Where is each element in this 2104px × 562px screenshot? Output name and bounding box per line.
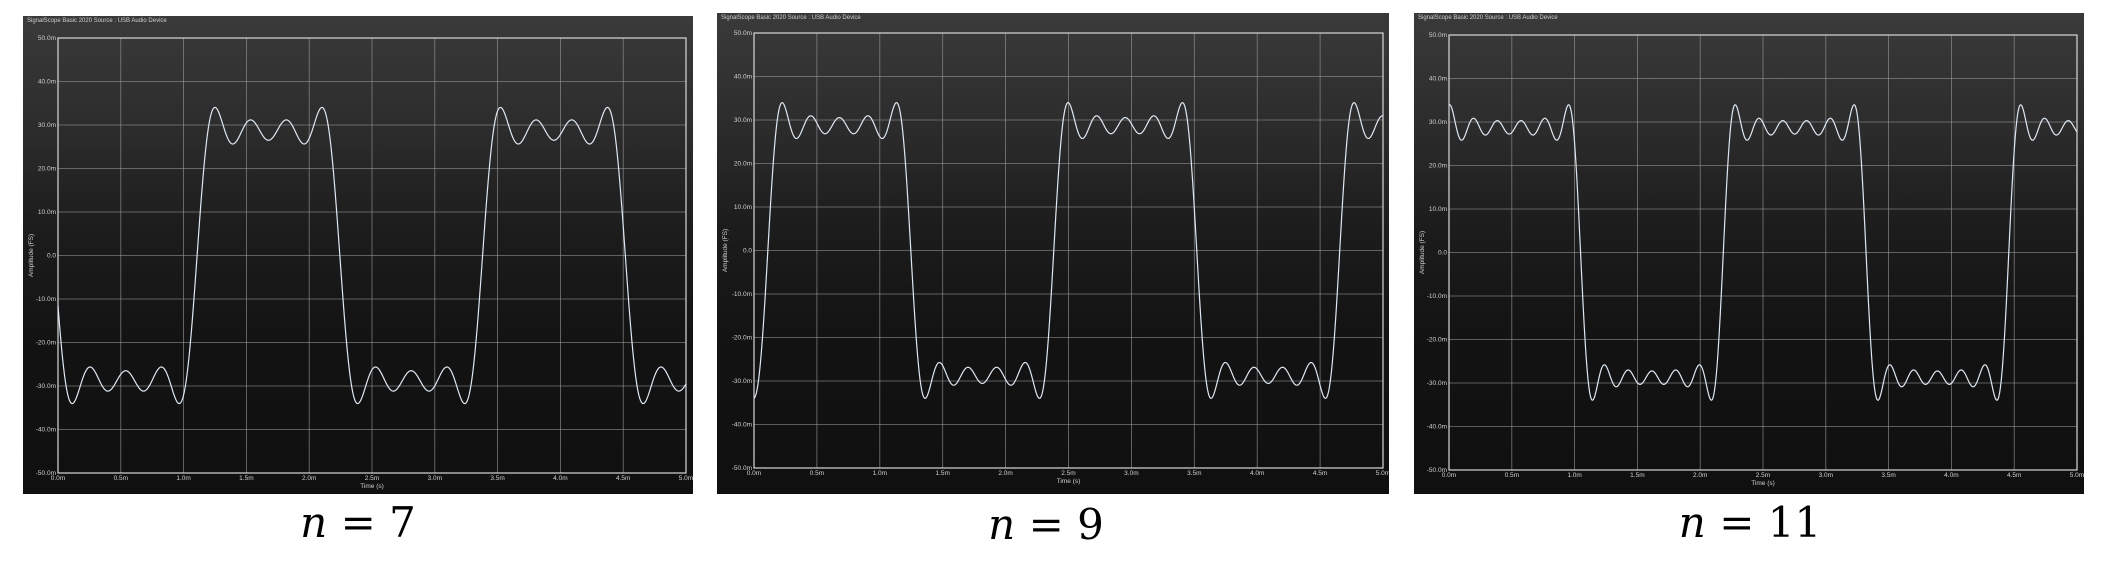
- caption-n11: n = 11: [1640, 498, 1860, 547]
- y-tick-label: 10.0m: [734, 204, 752, 211]
- y-tick-label: 20.0m: [734, 161, 752, 168]
- x-tick-label: 4.5m: [1313, 470, 1327, 477]
- y-tick-label: 0.0: [47, 253, 56, 260]
- x-tick-label: 4.5m: [2007, 472, 2021, 479]
- x-tick-label: 0.5m: [1505, 472, 1519, 479]
- y-tick-label: 50.0m: [734, 30, 752, 37]
- plot-frame: [753, 32, 1384, 469]
- y-tick-label: 0.0: [743, 248, 752, 255]
- x-tick-label: 3.5m: [1881, 472, 1895, 479]
- x-tick-label: 2.0m: [302, 475, 316, 482]
- x-tick-label: 0.0m: [51, 475, 65, 482]
- x-tick-label: 3.0m: [1819, 472, 1833, 479]
- y-tick-label: -20.0m: [36, 340, 56, 347]
- caption-variable: n: [300, 498, 328, 547]
- x-tick-label: 0.0m: [747, 470, 761, 477]
- x-tick-label: 2.5m: [365, 475, 379, 482]
- panel-title: SignalScope Basic 2020 Source : USB Audi…: [1418, 15, 1558, 21]
- y-tick-label: 50.0m: [38, 35, 56, 42]
- x-tick-label: 0.5m: [114, 475, 128, 482]
- x-tick-label: 5.0m: [2070, 472, 2084, 479]
- y-tick-label: -40.0m: [1427, 424, 1447, 431]
- y-tick-label: -20.0m: [732, 335, 752, 342]
- y-tick-label: 40.0m: [1429, 76, 1447, 83]
- caption-value: 7: [389, 498, 416, 547]
- y-tick-label: 30.0m: [734, 117, 752, 124]
- caption-n7: n = 7: [258, 498, 458, 547]
- y-tick-label: -10.0m: [36, 296, 56, 303]
- x-tick-label: 0.5m: [810, 470, 824, 477]
- y-tick-label: -50.0m: [732, 465, 752, 472]
- panel-title: SignalScope Basic 2020 Source : USB Audi…: [721, 15, 861, 21]
- x-tick-label: 3.0m: [1124, 470, 1138, 477]
- y-axis-label: Amplitude (FS): [722, 229, 729, 272]
- caption-equals: =: [1028, 500, 1064, 549]
- y-tick-label: -10.0m: [732, 291, 752, 298]
- caption-equals: =: [340, 498, 376, 547]
- x-axis-label: Time (s): [1751, 480, 1775, 487]
- y-tick-label: 30.0m: [1429, 119, 1447, 126]
- y-tick-label: 20.0m: [1429, 163, 1447, 170]
- x-tick-label: 2.0m: [998, 470, 1012, 477]
- x-tick-label: 1.0m: [1567, 472, 1581, 479]
- x-tick-label: 0.0m: [1442, 472, 1456, 479]
- x-tick-label: 3.0m: [428, 475, 442, 482]
- y-tick-label: 10.0m: [38, 209, 56, 216]
- plot-svg: 0.0m 0.5m 1.0m 1.5m 2.0m 2.5m 3.0m 3.5m 4.0m 4.5m…: [1419, 32, 2084, 487]
- x-tick-label: 5.0m: [1376, 470, 1389, 477]
- y-axis-label: Amplitude (FS): [1419, 231, 1426, 274]
- x-tick-label: 2.5m: [1756, 472, 1770, 479]
- caption-variable: n: [1678, 498, 1706, 547]
- y-tick-label: 20.0m: [38, 166, 56, 173]
- x-tick-label: 2.5m: [1061, 470, 1075, 477]
- x-tick-label: 3.5m: [1187, 470, 1201, 477]
- y-tick-label: -40.0m: [732, 422, 752, 429]
- x-tick-label: 3.5m: [490, 475, 504, 482]
- y-tick-label: -30.0m: [1427, 380, 1447, 387]
- waveform-line: [1448, 104, 2078, 401]
- caption-variable: n: [988, 500, 1016, 549]
- y-tick-label: -30.0m: [36, 383, 56, 390]
- x-tick-label: 1.5m: [935, 470, 949, 477]
- x-tick-label: 5.0m: [679, 475, 693, 482]
- x-tick-label: 1.0m: [873, 470, 887, 477]
- caption-value: 11: [1767, 498, 1822, 547]
- y-tick-label: -20.0m: [1427, 337, 1447, 344]
- scope-panel-n11: SignalScope Basic 2020 Source : USB Audi…: [1414, 13, 2084, 494]
- plot-svg: 0.0m 0.5m 1.0m 1.5m 2.0m 2.5m 3.0m 3.5m 4.0m 4.5m…: [722, 30, 1389, 485]
- caption-value: 9: [1077, 500, 1104, 549]
- y-axis-label: Amplitude (FS): [28, 234, 35, 277]
- x-tick-label: 4.0m: [553, 475, 567, 482]
- scope-panel-n7: SignalScope Basic 2020 Source : USB Audi…: [23, 16, 693, 494]
- x-axis-label: Time (s): [1057, 478, 1081, 485]
- y-tick-label: -50.0m: [36, 470, 56, 477]
- y-tick-label: 50.0m: [1429, 32, 1447, 39]
- panel-title: SignalScope Basic 2020 Source : USB Audi…: [27, 18, 167, 24]
- caption-n9: n = 9: [946, 500, 1146, 549]
- x-tick-label: 1.0m: [176, 475, 190, 482]
- x-tick-label: 1.5m: [239, 475, 253, 482]
- y-tick-label: -40.0m: [36, 427, 56, 434]
- waveform-line: [753, 102, 1384, 399]
- y-tick-label: 40.0m: [38, 79, 56, 86]
- y-tick-label: -50.0m: [1427, 467, 1447, 474]
- plot-frame: [57, 37, 687, 474]
- x-tick-label: 4.0m: [1944, 472, 1958, 479]
- x-axis-label: Time (s): [360, 483, 384, 490]
- x-tick-label: 4.5m: [616, 475, 630, 482]
- y-tick-label: 40.0m: [734, 74, 752, 81]
- x-tick-label: 1.5m: [1630, 472, 1644, 479]
- y-tick-label: 30.0m: [38, 122, 56, 129]
- x-tick-label: 4.0m: [1250, 470, 1264, 477]
- plot-frame: [1448, 34, 2078, 471]
- waveform-line: [57, 106, 687, 405]
- y-tick-label: -30.0m: [732, 378, 752, 385]
- y-tick-label: 0.0: [1438, 250, 1447, 257]
- y-tick-label: -10.0m: [1427, 293, 1447, 300]
- y-tick-label: 10.0m: [1429, 206, 1447, 213]
- scope-panel-n9: SignalScope Basic 2020 Source : USB Audi…: [717, 13, 1389, 494]
- x-tick-label: 2.0m: [1693, 472, 1707, 479]
- caption-equals: =: [1719, 498, 1755, 547]
- plot-svg: 0.0m 0.5m 1.0m 1.5m 2.0m 2.5m 3.0m 3.5m 4.0m 4.5m…: [28, 35, 693, 490]
